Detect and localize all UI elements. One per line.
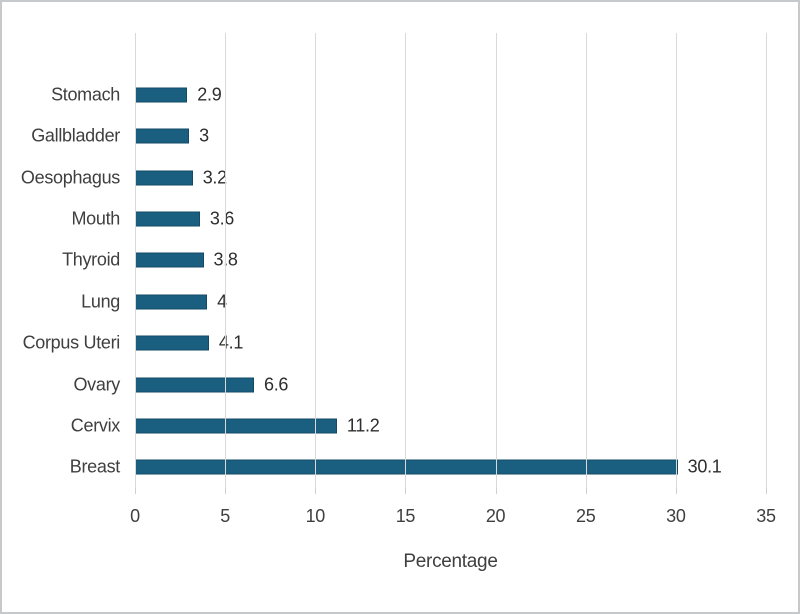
bar-rows-container: Stomach 2.9 Gallbladder 3 Oesophagus 3.2 Mouth… (21, 33, 766, 488)
axis-tickmark (135, 488, 136, 494)
bar (135, 170, 193, 186)
gridline (135, 33, 136, 488)
x-tick-label: 10 (305, 506, 326, 526)
value-label: 2.9 (197, 84, 222, 105)
category-label: Gallbladder (31, 125, 120, 146)
x-axis-title: Percentage (403, 551, 498, 572)
axis-tickmark (585, 488, 587, 494)
axis-tickmark (315, 488, 317, 494)
axis-tickmark (766, 488, 767, 494)
value-label: 4 (217, 291, 227, 312)
bar-row: Lung 4 (81, 281, 766, 322)
bar (135, 252, 204, 268)
bar (135, 377, 254, 393)
category-label: Lung (81, 291, 120, 312)
category-label: Mouth (71, 208, 120, 229)
bar-row: Cervix 11.2 (71, 405, 766, 446)
category-label: Corpus Uteri (22, 332, 121, 353)
axis-tickmark (495, 488, 497, 494)
bar-row: Breast 30.1 (70, 447, 766, 488)
x-tick-label: 35 (756, 506, 776, 526)
value-label: 6.6 (263, 374, 289, 395)
bar (135, 418, 337, 434)
gridline (675, 33, 677, 488)
axis-tickmark (405, 488, 407, 494)
bar-row: Ovary 6.6 (73, 364, 766, 405)
bar-row: Oesophagus 3.2 (21, 157, 766, 198)
gridline (766, 33, 767, 488)
axis-tickmark (675, 488, 677, 494)
x-tick-label: 15 (395, 506, 416, 526)
bar-row: Gallbladder 3 (31, 116, 766, 157)
gridline (315, 33, 317, 488)
value-label: 3 (199, 125, 209, 146)
value-label: 11.2 (346, 415, 380, 436)
bar-row: Thyroid3.8 (62, 240, 766, 281)
gridline (405, 33, 407, 488)
category-label: Stomach (51, 84, 120, 105)
bar-row: Corpus Uteri 4.1 (23, 323, 766, 364)
x-tick-label: 0 (130, 506, 140, 526)
gridline (585, 33, 587, 488)
category-label: Cervix (70, 415, 121, 436)
gridline (225, 33, 227, 488)
bar-row: Stomach 2.9 (51, 74, 766, 115)
bar (135, 335, 209, 351)
x-tick-label: 20 (485, 506, 506, 526)
value-label: 3.2 (202, 167, 227, 188)
axis-tickmark (225, 488, 227, 494)
bar-row: Mouth 3.6 (71, 198, 766, 239)
category-label: Breast (69, 456, 121, 477)
bar (135, 294, 208, 310)
bar (135, 211, 200, 227)
x-tick-label: 5 (220, 506, 230, 526)
value-label: 30.1 (687, 456, 722, 477)
gridline (495, 33, 497, 488)
value-label: 4.1 (218, 332, 244, 353)
category-label: Oesophagus (20, 167, 120, 188)
bar (135, 128, 190, 144)
x-tick-label: 25 (575, 506, 596, 526)
category-label: Ovary (73, 374, 120, 395)
plot-area: Stomach 2.9 Gallbladder 3 Oesophagus 3.2 Mouth… (21, 33, 767, 494)
value-label: 3.6 (209, 208, 235, 229)
bar (135, 87, 188, 103)
x-tick-label: 30 (666, 506, 686, 526)
category-label: Thyroid (62, 249, 120, 270)
